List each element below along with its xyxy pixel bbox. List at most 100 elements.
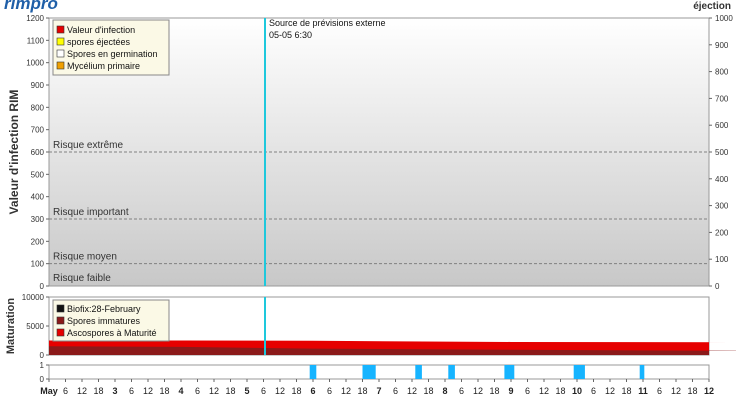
main-y-tick-label: 600 — [31, 148, 45, 157]
legend-swatch-immature-spores — [56, 316, 65, 325]
right-y-tick-label: 300 — [715, 202, 729, 211]
main-y-tick-label: 400 — [31, 193, 45, 202]
legend-label-germinating-spores: Spores en germination — [67, 49, 158, 59]
legend-swatch-germinating-spores — [56, 49, 65, 58]
x-tick-label: 12 — [209, 386, 219, 396]
x-tick-label: 18 — [423, 386, 433, 396]
right-y-tick-label: 400 — [715, 175, 729, 184]
main-y-tick-label: 300 — [31, 215, 45, 224]
main-y-axis: 0 100 200 300 400 500 600 700 800 900 1000 1100 1200 — [26, 14, 49, 291]
legend-label-infection: Valeur d'infection — [67, 25, 135, 35]
x-tick-label: 6 — [310, 386, 315, 396]
legend-label-ejected-spores: spores éjectées — [67, 37, 131, 47]
legend-label-biofix: Biofix:28-February — [67, 304, 141, 314]
main-right-axis: 0 100 200 300 400 500 600 700 800 900 1000 — [709, 14, 733, 291]
main-y-tick-label: 800 — [31, 103, 45, 112]
maturation-y-tick-label: 10000 — [22, 293, 45, 302]
main-legend: Valeur d'infection spores éjectées Spore… — [52, 19, 170, 76]
x-tick-label: 18 — [489, 386, 499, 396]
x-tick-label: 18 — [687, 386, 697, 396]
x-tick-label: 6 — [63, 386, 68, 396]
x-tick-label: 12 — [341, 386, 351, 396]
x-tick-label: 8 — [442, 386, 447, 396]
x-tick-label: 10 — [572, 386, 582, 396]
wetness-y-axis: 01 — [40, 361, 49, 384]
x-tick-label: 7 — [376, 386, 381, 396]
x-tick-label: 4 — [178, 386, 183, 396]
main-legend-box — [52, 19, 170, 76]
main-y-tick-label: 1000 — [26, 59, 44, 68]
x-tick-label: May — [40, 386, 58, 396]
x-tick-label: 18 — [357, 386, 367, 396]
right-y-tick-label: 0 — [715, 282, 720, 291]
maturation-y-tick-label: 0 — [40, 351, 45, 360]
x-tick-label: 3 — [112, 386, 117, 396]
x-tick-label: 6 — [657, 386, 662, 396]
wetness-bar — [309, 365, 317, 379]
wetness-plot-background — [48, 364, 710, 380]
x-tick-label: 12 — [704, 386, 714, 396]
x-tick-label: 6 — [393, 386, 398, 396]
x-tick-label: 18 — [225, 386, 235, 396]
legend-swatch-primary-mycelium — [56, 61, 65, 70]
forecast-time-annotation: 05-05 6:30 — [269, 30, 312, 40]
x-tick-label: 5 — [244, 386, 249, 396]
main-y-tick-label: 200 — [31, 237, 45, 246]
maturation-y-axis-label: Maturation — [5, 298, 17, 355]
wetness-bar — [448, 365, 455, 379]
risk-label: Risque faible — [53, 273, 111, 284]
time-x-axis: May 6 12 18 3 6 12 18 4 6 12 18 5 6 12 18 6 6 12 18 7 6 12 18 8 6… — [40, 379, 714, 396]
x-tick-label: 6 — [261, 386, 266, 396]
x-tick-label: 18 — [93, 386, 103, 396]
legend-swatch-biofix — [56, 304, 65, 313]
legend-swatch-mature-ascospores — [56, 328, 65, 337]
wetness-bar — [415, 365, 422, 379]
x-tick-label: 12 — [473, 386, 483, 396]
wetness-bar — [639, 365, 645, 379]
main-y-tick-label: 900 — [31, 81, 45, 90]
x-tick-label: 12 — [275, 386, 285, 396]
right-y-tick-label: 100 — [715, 255, 729, 264]
x-tick-label: 6 — [327, 386, 332, 396]
x-tick-label: 6 — [525, 386, 530, 396]
main-y-tick-label: 0 — [40, 282, 45, 291]
maturation-y-axis: 0 5000 10000 — [22, 293, 49, 360]
x-tick-label: 12 — [671, 386, 681, 396]
wetness-bar — [573, 365, 585, 379]
x-tick-label: 6 — [591, 386, 596, 396]
main-y-tick-label: 700 — [31, 126, 45, 135]
right-y-tick-label: 700 — [715, 94, 729, 103]
legend-label-mature-ascospores: Ascospores à Maturité — [67, 328, 157, 338]
x-tick-label: 18 — [159, 386, 169, 396]
x-tick-label: 6 — [129, 386, 134, 396]
immature-spores-area — [49, 346, 736, 355]
x-tick-label: 11 — [638, 386, 648, 396]
wetness-bars — [309, 365, 645, 379]
forecast-source-annotation: Source de prévisions externe — [269, 18, 386, 28]
legend-label-immature-spores: Spores immatures — [67, 316, 141, 326]
risk-levels: Risque extrême Risque important Risque moy… — [49, 140, 709, 284]
right-y-tick-label: 800 — [715, 68, 729, 77]
risk-label: Risque moyen — [53, 252, 117, 263]
wetness-y-tick-label: 0 — [40, 375, 45, 384]
right-y-tick-label: 600 — [715, 121, 729, 130]
x-tick-label: 18 — [621, 386, 631, 396]
main-y-tick-label: 500 — [31, 170, 45, 179]
legend-swatch-infection — [56, 25, 65, 34]
x-tick-label: 18 — [291, 386, 301, 396]
wetness-bar — [362, 365, 376, 379]
main-y-tick-label: 1200 — [26, 14, 44, 23]
maturation-legend: Biofix:28-February Spores immatures Asco… — [52, 299, 170, 342]
wetness-y-tick-label: 1 — [40, 361, 45, 370]
maturation-areas — [49, 340, 736, 355]
main-y-axis-label: Valeur d'infection RIM — [7, 90, 21, 215]
maturation-legend-box — [52, 299, 170, 342]
right-axis-title: éjection — [693, 1, 731, 12]
legend-label-primary-mycelium: Mycélium primaire — [67, 61, 140, 71]
risk-label: Risque extrême — [53, 140, 123, 151]
x-tick-label: 6 — [459, 386, 464, 396]
right-y-tick-label: 1000 — [715, 14, 733, 23]
x-tick-label: 12 — [77, 386, 87, 396]
x-tick-label: 12 — [539, 386, 549, 396]
